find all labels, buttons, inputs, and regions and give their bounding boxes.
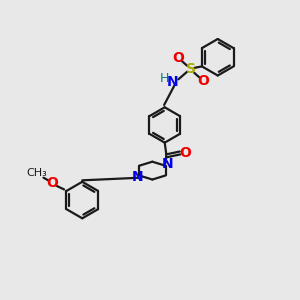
- Text: N: N: [132, 170, 143, 184]
- Text: O: O: [46, 176, 58, 190]
- Text: N: N: [167, 75, 179, 89]
- Text: CH₃: CH₃: [27, 168, 47, 178]
- Text: O: O: [197, 74, 209, 88]
- Text: O: O: [172, 50, 184, 64]
- Text: H: H: [160, 72, 170, 85]
- Text: S: S: [186, 62, 196, 76]
- Text: N: N: [161, 157, 173, 171]
- Text: O: O: [179, 146, 191, 160]
